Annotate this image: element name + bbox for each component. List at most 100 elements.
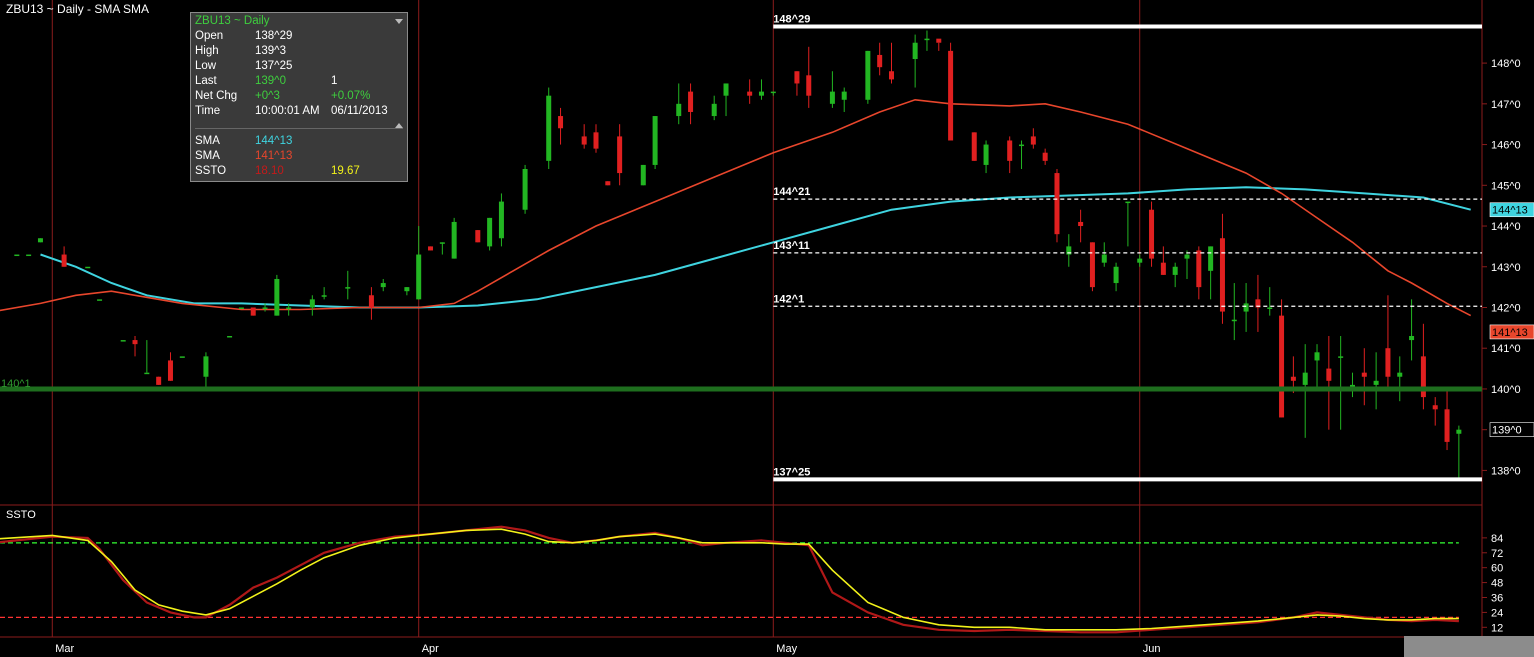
candle-body [546,95,552,161]
candle [404,287,410,296]
candle [1125,201,1131,247]
candle [120,340,126,342]
candle-body [865,50,871,100]
candle-body [1042,152,1048,161]
candle [451,217,457,259]
date-axis: Mar Apr May Jun [55,643,1160,655]
info-label: Net Chg [195,90,238,102]
candle-body [1030,136,1036,145]
candle-body [37,238,43,243]
candle-body [85,266,91,269]
candle [439,242,445,255]
candle-body [1089,242,1095,288]
candle [1349,372,1355,398]
candle-body [380,283,386,288]
candle [97,299,103,301]
candle [1279,299,1285,418]
candle [498,193,504,247]
info-label: Time [195,105,221,117]
sma-slow-line [0,98,1472,317]
info-label: SSTO [195,165,227,177]
price-chart[interactable] [0,30,1472,479]
candle [1219,213,1225,324]
candle-body [1302,372,1308,385]
price-tag-label: 139^0 [1492,425,1522,437]
candle [1149,201,1155,267]
candle-body [97,299,103,301]
candle [1208,246,1214,300]
candle [368,287,374,320]
candle-body [1255,299,1261,308]
ssto-tick-label: 60 [1491,563,1503,575]
candle-body [439,242,445,244]
candle-body [1456,429,1462,434]
candle [1196,246,1202,300]
candle [1054,169,1060,243]
collapse-arrow-icon[interactable] [395,19,403,24]
candle-body [14,254,20,257]
candle [581,124,587,149]
candle-body [841,91,847,100]
info-label: Last [195,75,217,87]
info-value: 139^3 [255,45,286,57]
candle-body [274,278,280,316]
candle-body [238,307,244,309]
candle-body [1361,372,1367,377]
candle [1019,140,1025,169]
candle-body [345,287,351,289]
expand-arrow-icon[interactable] [395,123,403,128]
candle-body [1397,372,1403,377]
price-tag [1489,324,1534,340]
price-tag [1489,202,1534,218]
price-tick-label: 146^0 [1491,140,1521,152]
support-label: 140^1 [1,378,31,390]
price-tick-label: 140^0 [1491,384,1521,396]
candle-body [877,54,883,68]
candle [640,164,646,186]
candle-body [250,307,256,316]
candle-body [1066,246,1072,255]
price-tick-label: 145^0 [1491,180,1521,192]
candle [711,95,717,121]
candle [676,83,682,125]
candle-body [1243,303,1249,312]
candle [487,217,493,251]
candle-body [1196,250,1202,288]
candle-body [428,246,434,251]
candle [936,38,942,51]
candle [1078,209,1084,243]
candle-body [640,164,646,186]
candle-body [1172,266,1178,275]
candle [1456,425,1462,479]
info-value: 137^25 [255,60,293,72]
candle [1089,242,1095,292]
price-tick-label: 147^0 [1491,99,1521,111]
info-value: +0^3 [255,90,280,102]
candle-body [120,340,126,342]
price-axis: 138^0 139^0 140^0 141^0 142^0 143^0 144^0 145^0… [1482,58,1534,477]
scrollbar[interactable] [1404,636,1534,657]
info-value: 141^13 [255,150,293,162]
info-label: SMA [195,150,220,162]
candle [26,254,32,257]
candle-body [1338,356,1344,358]
candle-body [1326,368,1332,381]
candle [1420,323,1426,410]
price-tag-label: 144^13 [1492,205,1528,217]
candle [1160,246,1166,275]
candle [132,336,138,357]
candle [723,83,729,117]
candle [546,87,552,169]
candle-body [758,91,764,96]
candle-body [593,132,599,149]
ssto-tick-label: 12 [1491,622,1503,634]
candle [1432,397,1438,426]
candle-body [1208,246,1214,271]
info-label: SMA [195,135,220,147]
candle-body [227,336,233,338]
candle-body [1314,352,1320,361]
candle-body [1113,266,1119,284]
candle [877,42,883,76]
info-value: 138^29 [255,30,293,42]
candle [14,254,20,257]
